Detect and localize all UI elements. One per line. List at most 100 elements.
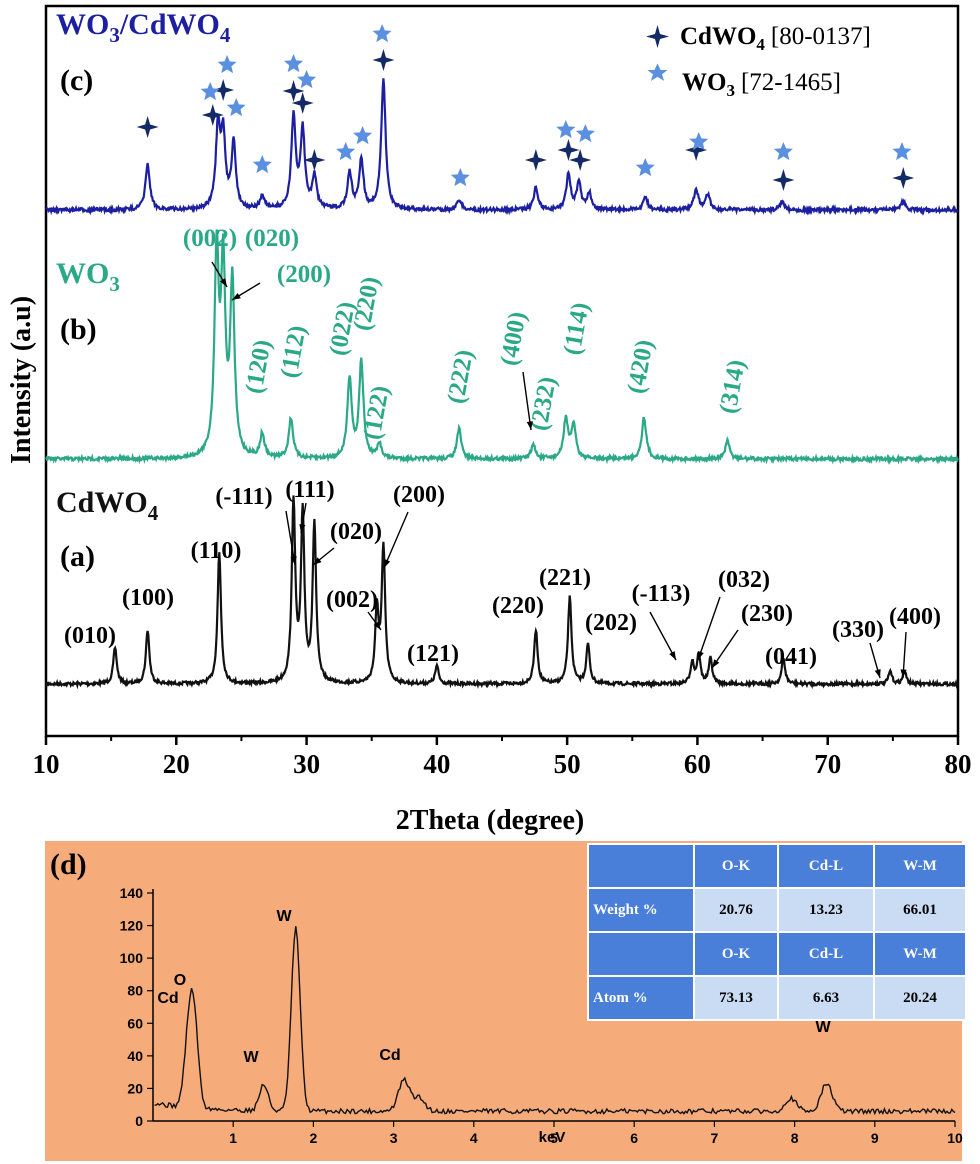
- table-row: Atom % 73.13 6.63 20.24: [589, 977, 965, 1019]
- cross-star-icon: [646, 25, 669, 48]
- hkl-label-wo3: (220): [349, 275, 385, 333]
- table-cell: 13.23: [779, 889, 873, 931]
- annotation-arrow: [649, 611, 677, 661]
- arrow-head: [299, 524, 306, 533]
- table-row: O-K Cd-L W-M: [589, 933, 965, 975]
- hkl-label: (200): [393, 482, 445, 508]
- arrow-head: [874, 669, 881, 678]
- x-tick-label: 80: [945, 749, 972, 779]
- xrd-chart: 10 20 30 40 50 60 70 80 (010)(100) (110) (-111) (1…: [6, 4, 972, 836]
- wo3-marker: [284, 54, 304, 73]
- x-tick-label: 40: [423, 749, 450, 779]
- arrow-head: [313, 557, 322, 565]
- hkl-label: (041): [765, 644, 817, 670]
- cdwo4-marker: [291, 92, 314, 114]
- hkl-label-wo3: (020): [245, 225, 299, 252]
- hkl-label-wo3: (114): [559, 300, 595, 357]
- hkl-label-wo3: (420): [623, 338, 659, 396]
- hkl-label: (110): [191, 538, 242, 564]
- hkl-label: (-113): [632, 581, 691, 607]
- cdwo4-marker: [524, 149, 547, 171]
- arrow-head: [232, 292, 241, 300]
- hkl-label-wo3: (314): [715, 358, 751, 416]
- arrow-head: [669, 651, 676, 660]
- legend-item-wo3: WO3 [72-1465]: [682, 69, 841, 100]
- hkl-label-wo3: (112): [276, 323, 312, 380]
- hkl-label: (-111): [215, 484, 272, 510]
- x-tick-label: 50: [554, 749, 581, 779]
- wo3-marker: [892, 142, 912, 161]
- table-cell: 20.24: [875, 977, 965, 1019]
- table-row-label: Atom %: [589, 977, 693, 1019]
- cdwo4-marker: [372, 49, 395, 71]
- xrd-curves: [44, 78, 960, 690]
- xrd-legend: CdWO4 [80-0137] WO3 [72-1465]: [646, 23, 871, 100]
- hkl-label: (111): [285, 477, 334, 503]
- panel-c-tag: (c): [60, 64, 93, 97]
- wo3-marker: [217, 55, 237, 74]
- wo3-marker: [200, 82, 220, 101]
- x-tick-label: 60: [684, 749, 711, 779]
- wo3-marker: [689, 132, 709, 151]
- hkl-label: (010): [64, 623, 116, 649]
- wo3-marker: [297, 70, 317, 89]
- hkl-label: (400): [889, 604, 941, 630]
- hkl-label: (202): [585, 610, 637, 636]
- panel-b-tag: (b): [60, 313, 97, 346]
- xrd-plot-frame: [44, 4, 960, 738]
- cdwo4-marker: [685, 139, 708, 161]
- wo3-marker: [635, 158, 655, 177]
- eds-composition-table: O-K Cd-L W-M Weight % 20.76 13.23 66.01 …: [587, 843, 967, 1021]
- table-cell: 73.13: [695, 977, 777, 1019]
- table-row-label: Weight %: [589, 889, 693, 931]
- cdwo4-marker: [136, 116, 159, 138]
- table-header-cell: W-M: [875, 845, 965, 887]
- x-tick-label: 10: [33, 749, 60, 779]
- table-cell: [589, 845, 693, 887]
- legend-item-cdwo4: CdWO4 [80-0137]: [680, 23, 871, 54]
- wo3-marker: [450, 168, 470, 187]
- panel-a-title: CdWO4: [56, 486, 159, 525]
- arrow-head: [220, 278, 227, 287]
- wo3-marker: [575, 124, 595, 143]
- cdwo4-marker: [282, 80, 305, 102]
- wo3-marker: [372, 24, 392, 43]
- wo3-marker: [556, 120, 576, 139]
- cdwo4-marker: [892, 167, 915, 189]
- series-line-cdwo4: [44, 495, 959, 690]
- table-header-cell: Cd-L: [779, 845, 873, 887]
- annotation-arrow: [383, 511, 409, 569]
- hkl-label: (220): [492, 593, 544, 619]
- star-icon: [647, 63, 668, 81]
- table-header-cell: O-K: [695, 933, 777, 975]
- hkl-label-wo3: (002): [183, 225, 237, 252]
- hkl-label: (221): [539, 565, 591, 591]
- arrow-head: [900, 669, 907, 678]
- series-line-wo3-cdwo4: [45, 78, 959, 216]
- xrd-y-axis-title: Intensity (a.u): [6, 296, 37, 464]
- annotation-arrow: [697, 596, 721, 661]
- xrd-x-axis: 10 20 30 40 50 60 70 80: [33, 736, 972, 779]
- cdwo4-marker: [303, 149, 326, 171]
- arrow-head: [697, 651, 704, 660]
- wo3-marker: [226, 98, 246, 117]
- arrow-head: [290, 556, 297, 565]
- arrow-head: [712, 659, 720, 668]
- hkl-label-wo3: (120): [241, 338, 277, 396]
- table-row: O-K Cd-L W-M: [589, 845, 965, 887]
- table-header-cell: W-M: [875, 933, 965, 975]
- cdwo4-marker: [772, 169, 795, 191]
- wo3-marker: [353, 126, 373, 145]
- table-cell: [589, 933, 693, 975]
- hkl-label: (032): [718, 567, 770, 593]
- panel-a-tag: (a): [60, 540, 95, 573]
- table-row: Weight % 20.76 13.23 66.01: [589, 889, 965, 931]
- xrd-annotations: (010)(100) (110) (-111) (111) (020) (002) (200…: [64, 24, 941, 679]
- series-line-wo3: [45, 229, 960, 465]
- arrow-head: [526, 421, 533, 430]
- hkl-label: (020): [330, 519, 382, 545]
- wo3-marker: [252, 155, 272, 174]
- cdwo4-marker: [569, 149, 592, 171]
- x-tick-label: 30: [293, 749, 320, 779]
- x-tick-label: 70: [814, 749, 841, 779]
